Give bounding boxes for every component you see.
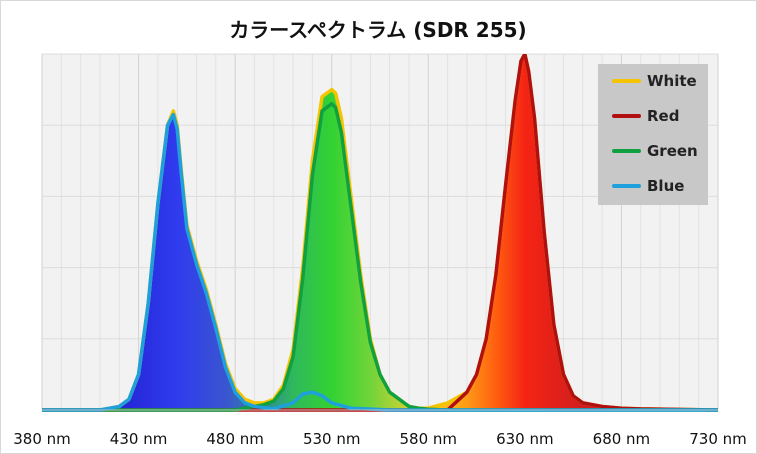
series-line-red <box>42 54 718 412</box>
legend: White Red Green Blue <box>598 64 708 205</box>
x-tick-label: 430 nm <box>110 430 168 448</box>
x-tick-label: 480 nm <box>206 430 264 448</box>
series-line-blue <box>42 112 718 412</box>
spectrum-area-fill <box>42 54 718 410</box>
x-tick-label: 380 nm <box>13 430 71 448</box>
legend-label-white: White <box>647 72 697 90</box>
series-lines <box>42 54 718 412</box>
x-tick-label: 680 nm <box>593 430 651 448</box>
x-tick-label: 730 nm <box>689 430 747 448</box>
x-axis: 380 nm 430 nm 480 nm 530 nm 580 nm 630 nm 680 … <box>13 409 747 448</box>
x-tick-label: 580 nm <box>400 430 458 448</box>
legend-label-green: Green <box>647 142 698 160</box>
legend-box <box>598 64 708 205</box>
series-line-green <box>42 102 718 412</box>
chart-title: カラースペクトラム (SDR 255) <box>229 18 526 42</box>
legend-label-blue: Blue <box>647 177 684 195</box>
x-tick-label: 630 nm <box>496 430 554 448</box>
legend-label-red: Red <box>647 107 679 125</box>
spectrum-fill <box>42 54 718 410</box>
x-tick-label: 530 nm <box>303 430 361 448</box>
